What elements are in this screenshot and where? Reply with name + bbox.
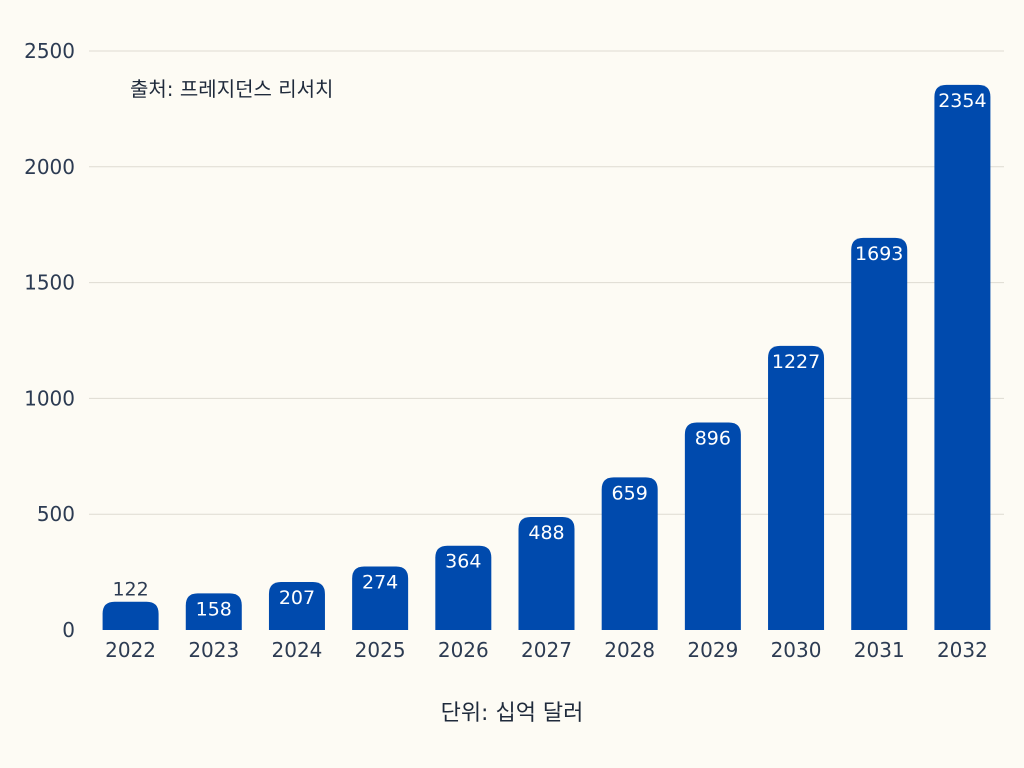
x-tick-label: 2023 — [188, 638, 239, 662]
x-tick-label: 2029 — [687, 638, 738, 662]
x-tick-label: 2028 — [604, 638, 655, 662]
bar-value-label: 158 — [196, 598, 232, 620]
bar-value-label: 2354 — [938, 90, 986, 112]
x-tick-label: 2032 — [937, 638, 988, 662]
bar-2025 — [352, 566, 409, 630]
y-tick-label: 1000 — [24, 386, 75, 410]
bar-value-label: 1693 — [855, 243, 903, 265]
bar-value-label: 659 — [612, 482, 648, 504]
bar-2027 — [518, 516, 575, 630]
bar-2026 — [435, 545, 492, 630]
x-axis-ticks: 2022 2023 2024 2025 2026 2027 2028 2029 2030 2031… — [105, 638, 988, 662]
y-tick-label: 1500 — [24, 271, 75, 295]
x-tick-label: 2022 — [105, 638, 156, 662]
bar-2032 — [934, 84, 991, 630]
source-annotation: 출처: 프레지던스 리서치 — [130, 77, 333, 101]
bar-value-label: 274 — [362, 572, 398, 594]
x-tick-label: 2025 — [355, 638, 406, 662]
bar-value-label: 207 — [279, 587, 315, 609]
y-tick-label: 0 — [62, 618, 75, 642]
y-tick-label: 2000 — [24, 155, 75, 179]
y-tick-label: 500 — [37, 502, 75, 526]
x-tick-label: 2024 — [272, 638, 323, 662]
x-tick-label: 2027 — [521, 638, 572, 662]
bars — [102, 84, 991, 631]
bar-2031 — [851, 237, 908, 631]
x-axis-label: 단위: 십억 달러 — [441, 701, 584, 726]
y-axis-ticks: 0 500 1000 1500 2000 2500 — [24, 39, 75, 642]
x-tick-label: 2026 — [438, 638, 489, 662]
bar-2022 — [102, 601, 159, 630]
x-tick-label: 2031 — [854, 638, 905, 662]
bar-2030 — [768, 345, 825, 630]
bar-2029 — [684, 422, 741, 630]
bar-value-label: 1227 — [772, 351, 820, 373]
bar-value-label: 896 — [695, 427, 731, 449]
bar-value-label: 364 — [445, 551, 481, 573]
bar-2023 — [185, 593, 242, 630]
y-tick-label: 2500 — [24, 39, 75, 63]
bar-2028 — [601, 477, 658, 630]
bar-value-labels: 122 158 207 274 364 488 659 896 1227 1693 2354 — [112, 90, 986, 621]
bar-value-label: 488 — [528, 522, 564, 544]
x-tick-label: 2030 — [771, 638, 822, 662]
bar-2024 — [268, 582, 325, 630]
bar-value-label: 122 — [112, 579, 148, 601]
